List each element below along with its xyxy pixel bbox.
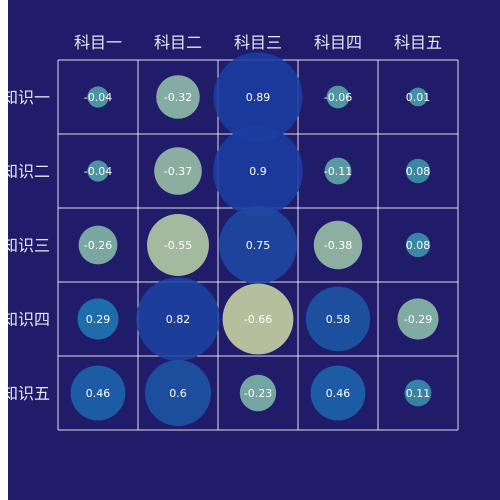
row-label: 知识三 <box>8 236 50 255</box>
value-label: 0.46 <box>326 387 351 400</box>
bubble <box>239 374 277 412</box>
bubbles <box>70 52 439 426</box>
value-label: -0.66 <box>244 313 272 326</box>
bubble <box>145 360 211 426</box>
row-label: 知识四 <box>8 310 50 329</box>
bubble <box>70 365 126 421</box>
bubble <box>313 220 363 270</box>
value-label: 0.6 <box>169 387 187 400</box>
value-label: 0.01 <box>406 91 431 104</box>
value-label: 0.82 <box>166 313 191 326</box>
bubble <box>305 286 371 352</box>
bubble <box>154 147 202 195</box>
bubble <box>310 365 366 421</box>
bubble <box>213 126 303 216</box>
value-label: 0.46 <box>86 387 111 400</box>
column-label: 科目一 <box>74 33 122 52</box>
bubble <box>324 157 352 185</box>
bubble <box>397 298 439 340</box>
bubble <box>87 86 109 108</box>
bubble <box>219 206 297 284</box>
bubble <box>408 87 428 107</box>
column-label: 科目四 <box>314 33 362 52</box>
value-label: -0.06 <box>324 91 352 104</box>
bubble <box>156 75 200 119</box>
bubble <box>213 52 303 142</box>
value-label: 0.08 <box>406 239 431 252</box>
value-label: -0.23 <box>244 387 272 400</box>
bubble <box>87 160 109 182</box>
value-label: -0.04 <box>84 165 112 178</box>
column-label: 科目二 <box>154 33 202 52</box>
value-label: 0.75 <box>246 239 271 252</box>
row-label: 知识二 <box>8 162 50 181</box>
value-label: 0.58 <box>326 313 351 326</box>
bubble <box>78 225 118 265</box>
value-label: 0.11 <box>406 387 431 400</box>
bubble <box>326 85 350 109</box>
bubble <box>222 283 294 355</box>
row-label: 知识五 <box>8 384 50 403</box>
value-label: 0.9 <box>249 165 267 178</box>
chart-canvas: 科目一 科目二 科目三 科目四 科目五知识一知识二知识三知识四知识五 -0.04 -0.32… <box>8 0 500 500</box>
value-label: 0.89 <box>246 91 271 104</box>
value-label: -0.38 <box>324 239 352 252</box>
column-label: 科目五 <box>394 33 442 52</box>
bubble <box>404 379 432 407</box>
value-label: -0.04 <box>84 91 112 104</box>
value-label: -0.29 <box>404 313 432 326</box>
bubble <box>136 277 220 361</box>
value-label: 0.08 <box>406 165 431 178</box>
column-label: 科目三 <box>234 33 282 52</box>
value-label: -0.11 <box>324 165 352 178</box>
value-label: -0.26 <box>84 239 112 252</box>
bubble <box>405 158 431 184</box>
value-label: 0.29 <box>86 313 111 326</box>
row-label: 知识一 <box>8 88 50 107</box>
bubble <box>147 214 209 276</box>
value-label: -0.37 <box>164 165 192 178</box>
bubble <box>77 298 119 340</box>
bubble <box>405 232 431 258</box>
value-label: -0.55 <box>164 239 192 252</box>
value-label: -0.32 <box>164 91 192 104</box>
